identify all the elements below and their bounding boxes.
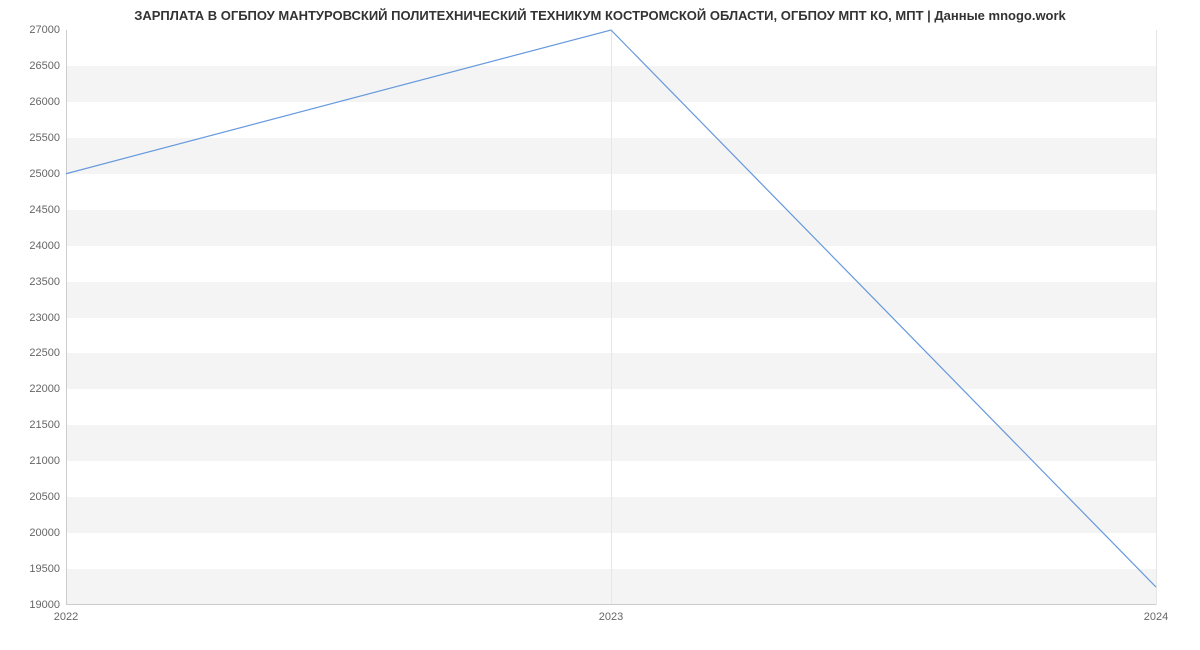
y-tick-label: 19500 bbox=[29, 563, 66, 575]
y-tick-label: 22000 bbox=[29, 383, 66, 395]
chart-title: ЗАРПЛАТА В ОГБПОУ МАНТУРОВСКИЙ ПОЛИТЕХНИ… bbox=[0, 8, 1200, 23]
y-tick-label: 22500 bbox=[29, 347, 66, 359]
y-tick-label: 24500 bbox=[29, 204, 66, 216]
plot-area: 1900019500200002050021000215002200022500… bbox=[66, 30, 1156, 605]
y-tick-label: 24000 bbox=[29, 240, 66, 252]
grid-line-vertical bbox=[1156, 30, 1157, 605]
y-tick-label: 21500 bbox=[29, 419, 66, 431]
salary-line-chart: ЗАРПЛАТА В ОГБПОУ МАНТУРОВСКИЙ ПОЛИТЕХНИ… bbox=[0, 0, 1200, 650]
y-tick-label: 20500 bbox=[29, 491, 66, 503]
y-tick-label: 21000 bbox=[29, 455, 66, 467]
x-tick-label: 2023 bbox=[599, 605, 623, 623]
y-tick-label: 23000 bbox=[29, 312, 66, 324]
y-tick-label: 25500 bbox=[29, 132, 66, 144]
y-tick-label: 27000 bbox=[29, 24, 66, 36]
line-series bbox=[66, 30, 1156, 605]
y-tick-label: 26500 bbox=[29, 60, 66, 72]
y-tick-label: 23500 bbox=[29, 276, 66, 288]
x-tick-label: 2024 bbox=[1144, 605, 1168, 623]
x-tick-label: 2022 bbox=[54, 605, 78, 623]
y-tick-label: 20000 bbox=[29, 527, 66, 539]
y-tick-label: 25000 bbox=[29, 168, 66, 180]
y-tick-label: 26000 bbox=[29, 96, 66, 108]
